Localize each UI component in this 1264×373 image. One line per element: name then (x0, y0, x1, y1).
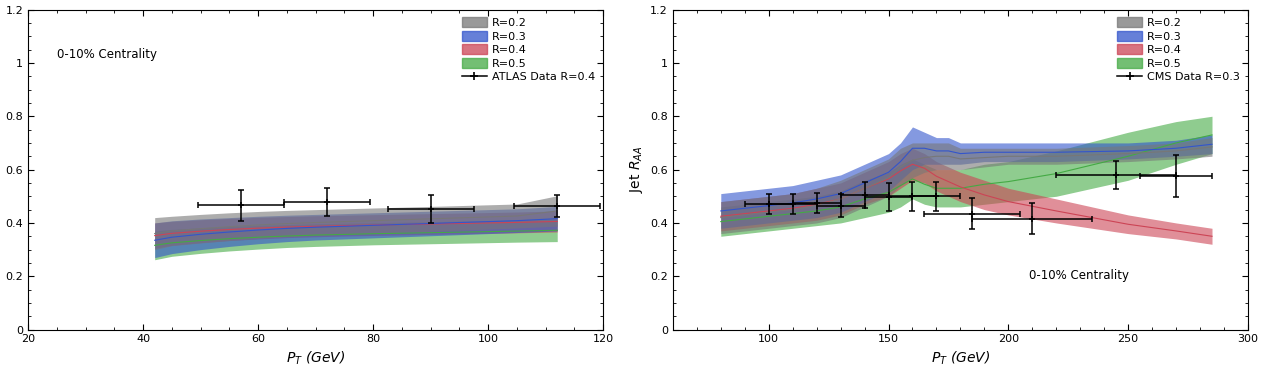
X-axis label: $P_T$ (GeV): $P_T$ (GeV) (930, 350, 990, 367)
Text: 0-10% Centrality: 0-10% Centrality (1029, 269, 1130, 282)
Legend: R=0.2, R=0.3, R=0.4, R=0.5, ATLAS Data R=0.4: R=0.2, R=0.3, R=0.4, R=0.5, ATLAS Data R… (460, 15, 598, 85)
X-axis label: $P_T$ (GeV): $P_T$ (GeV) (286, 350, 345, 367)
Y-axis label: Jet $\mathit{R}_{AA}$: Jet $\mathit{R}_{AA}$ (628, 146, 645, 193)
Legend: R=0.2, R=0.3, R=0.4, R=0.5, CMS Data R=0.3: R=0.2, R=0.3, R=0.4, R=0.5, CMS Data R=0… (1115, 15, 1243, 85)
Text: 0-10% Centrality: 0-10% Centrality (57, 48, 157, 61)
